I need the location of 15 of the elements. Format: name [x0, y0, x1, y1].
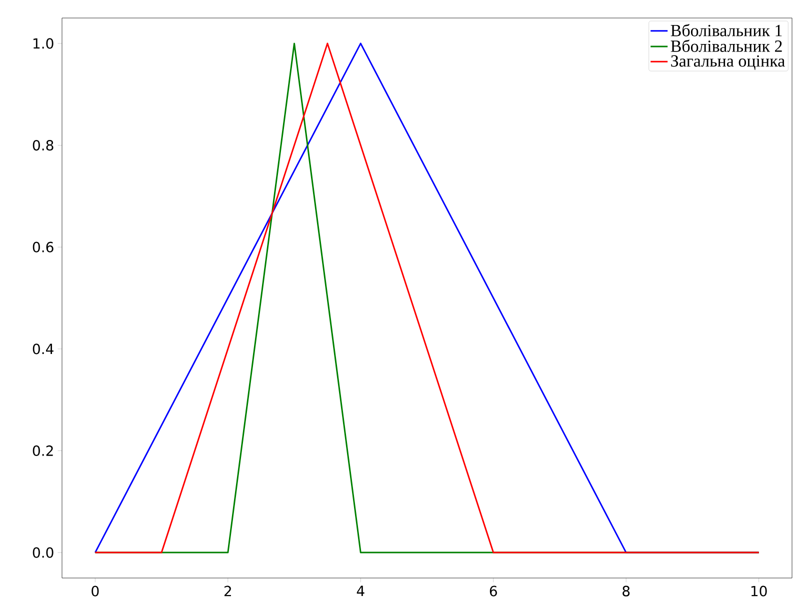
- y-tick-label: 0.8: [32, 140, 54, 151]
- y-tick-label: 0.0: [32, 547, 54, 558]
- y-tick-label: 1.0: [33, 38, 54, 49]
- legend-label: Загальна оцінка: [671, 55, 785, 70]
- x-tick-label: 10: [751, 586, 767, 596]
- x-tick-label: 2: [224, 586, 231, 596]
- legend-label: Вболівальник 2: [670, 40, 782, 52]
- y-tick-label: 0.4: [32, 344, 54, 354]
- x-tick-label: 6: [490, 586, 497, 596]
- x-tick-label: 0: [92, 586, 99, 596]
- legend-label: Вболівальник 1: [670, 24, 782, 36]
- x-tick-label: 4: [356, 586, 364, 596]
- y-tick-label: 0.6: [32, 242, 54, 252]
- x-tick-label: 8: [622, 586, 630, 596]
- y-tick-label: 0.2: [32, 445, 53, 456]
